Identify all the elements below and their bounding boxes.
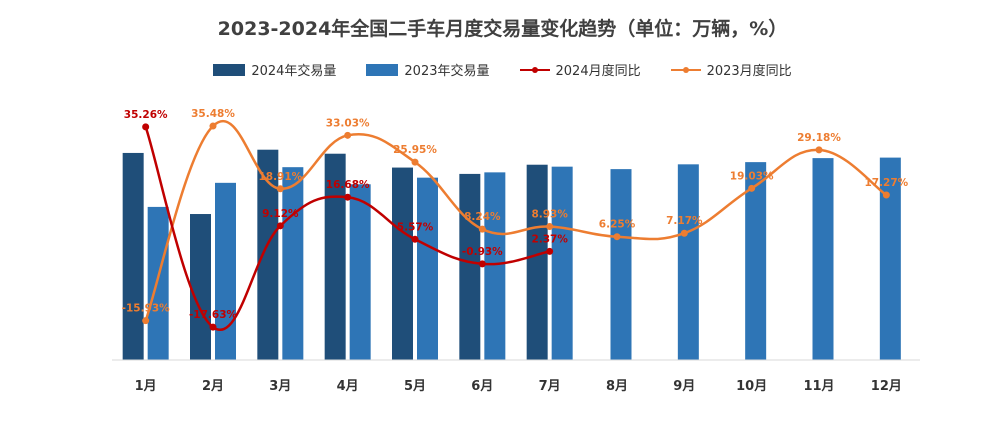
legend-swatch-2024-yoy	[519, 66, 550, 73]
bar-2024	[190, 214, 211, 360]
legend-label-2023-yoy: 2023月度同比	[706, 64, 792, 79]
legend-item-2023-volume: 2023年交易量	[366, 60, 490, 79]
x-tick-label: 9月	[673, 379, 695, 394]
legend-item-2023-yoy: 2023月度同比	[670, 60, 792, 79]
bar-2023	[745, 162, 767, 360]
bar-2023	[610, 169, 632, 360]
point-2024-yoy	[411, 235, 419, 243]
point-2023-yoy	[613, 233, 621, 241]
chart-title: 2023-2024年全国二手车月度交易量变化趋势（单位：万辆，%）	[217, 18, 788, 40]
bar-2024	[526, 164, 548, 360]
legend: 2024年交易量 2023年交易量 2024月度同比 2023月度同比	[0, 60, 1005, 79]
bar-2023	[812, 158, 834, 360]
legend-swatch-2024-volume	[213, 63, 246, 76]
label-2023-yoy: -15.93%	[122, 303, 171, 315]
label-2024-yoy: 16.68%	[326, 179, 370, 191]
bar-2023	[215, 182, 236, 360]
bar-2023	[677, 164, 699, 360]
point-2024-yoy	[478, 260, 486, 268]
point-2023-yoy	[276, 185, 284, 193]
x-tick-label: 8月	[606, 379, 628, 394]
point-2023-yoy	[815, 146, 823, 154]
label-2024-yoy: 35.26%	[124, 109, 168, 121]
point-2023-yoy	[411, 158, 419, 166]
bar-2023	[551, 166, 573, 360]
label-2023-yoy: 35.48%	[191, 108, 235, 120]
bar-2024	[392, 167, 413, 360]
legend-item-2024-volume: 2024年交易量	[213, 60, 336, 79]
point-2024-yoy	[209, 323, 217, 331]
point-2023-yoy	[680, 229, 688, 237]
legend-item-2024-yoy: 2024月度同比	[519, 60, 641, 79]
bar-2023	[349, 184, 371, 360]
legend-swatch-2023-volume	[366, 63, 399, 76]
x-tick-label: 4月	[337, 379, 359, 394]
point-2023-yoy	[142, 317, 150, 325]
label-2023-yoy: 6.25%	[599, 219, 636, 231]
point-2024-yoy	[142, 123, 150, 131]
label-2023-yoy: 33.03%	[326, 117, 370, 129]
label-2024-yoy: 5.57%	[397, 221, 434, 233]
point-2023-yoy	[546, 223, 554, 231]
legend-swatch-2023-yoy	[670, 66, 701, 73]
bar-2023	[484, 172, 506, 360]
legend-label-2024-volume: 2024年交易量	[251, 64, 337, 79]
x-tick-label: 6月	[471, 379, 493, 394]
bar-2024	[122, 152, 144, 360]
label-2024-yoy: 2.37%	[531, 233, 568, 245]
label-2023-yoy: 29.18%	[797, 132, 841, 144]
point-2023-yoy	[344, 131, 352, 139]
label-2023-yoy: 18.91%	[258, 171, 302, 183]
line-2024-yoy	[144, 126, 550, 331]
bar-2023	[879, 157, 901, 360]
point-2023-yoy	[748, 184, 756, 192]
x-tick-label: 1月	[135, 379, 157, 394]
point-2024-yoy	[546, 247, 554, 255]
label-2023-yoy: 8.93%	[531, 209, 568, 221]
legend-label-2023-volume: 2023年交易量	[404, 64, 490, 79]
label-2024-yoy: -0.93%	[462, 246, 503, 258]
label-2023-yoy: 17.27%	[864, 177, 908, 189]
bar-2024	[324, 153, 346, 360]
bar-2023	[147, 206, 169, 360]
x-tick-label: 7月	[539, 379, 561, 394]
label-2023-yoy: 8.24%	[464, 211, 501, 223]
point-2024-yoy	[276, 222, 284, 230]
label-2023-yoy: 25.95%	[393, 144, 437, 156]
x-tick-label: 10月	[736, 379, 767, 394]
label-2024-yoy: -17.63%	[189, 309, 238, 321]
point-2023-yoy	[478, 225, 486, 233]
x-tick-label: 5月	[404, 379, 426, 394]
line-2023-yoy	[144, 119, 888, 322]
bar-2023	[282, 167, 304, 360]
legend-label-2024-yoy: 2024月度同比	[555, 64, 641, 79]
bar-2024	[257, 149, 279, 360]
x-tick-label: 12月	[871, 379, 902, 394]
point-2023-yoy	[882, 191, 890, 199]
x-tick-label: 2月	[202, 379, 224, 394]
label-2023-yoy: 19.03%	[730, 170, 774, 182]
x-tick-label: 11月	[803, 379, 834, 394]
point-2023-yoy	[209, 122, 217, 130]
label-2023-yoy: 7.17%	[666, 215, 703, 227]
x-tick-label: 3月	[269, 379, 291, 394]
point-2024-yoy	[344, 193, 352, 201]
label-2024-yoy: 9.12%	[262, 208, 299, 220]
bar-2024	[459, 173, 481, 360]
bar-2023	[417, 177, 438, 360]
